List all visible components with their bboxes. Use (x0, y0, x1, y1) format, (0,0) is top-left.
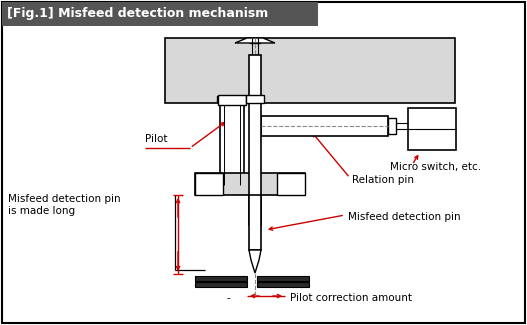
Bar (217, 96, 247, 102)
Text: -: - (226, 293, 230, 303)
Bar (165, 38, 455, 103)
Text: Misfeed detection pin
is made long: Misfeed detection pin is made long (8, 194, 121, 216)
Text: Pilot: Pilot (145, 134, 168, 144)
Bar (195, 173, 305, 195)
Text: Micro switch, etc.: Micro switch, etc. (390, 162, 481, 172)
Bar (220, 100, 244, 185)
Bar (250, 38, 260, 43)
Bar (261, 116, 388, 136)
Text: Pilot correction amount: Pilot correction amount (290, 293, 412, 303)
Bar (195, 173, 223, 195)
Bar (388, 118, 396, 134)
Text: [Fig.1] Misfeed detection mechanism: [Fig.1] Misfeed detection mechanism (7, 7, 268, 20)
Bar (195, 282, 247, 287)
Bar (408, 108, 456, 150)
Bar (257, 282, 309, 287)
Polygon shape (249, 250, 261, 273)
Polygon shape (235, 38, 275, 43)
Text: Relation pin: Relation pin (352, 175, 414, 185)
Bar (249, 55, 261, 225)
Bar (257, 276, 309, 281)
Bar (246, 95, 264, 103)
Text: Misfeed detection pin: Misfeed detection pin (348, 212, 461, 222)
Bar (249, 195, 261, 250)
Bar (277, 173, 305, 195)
Bar (2, 2, 318, 26)
Bar (195, 276, 247, 281)
Bar (218, 95, 246, 105)
